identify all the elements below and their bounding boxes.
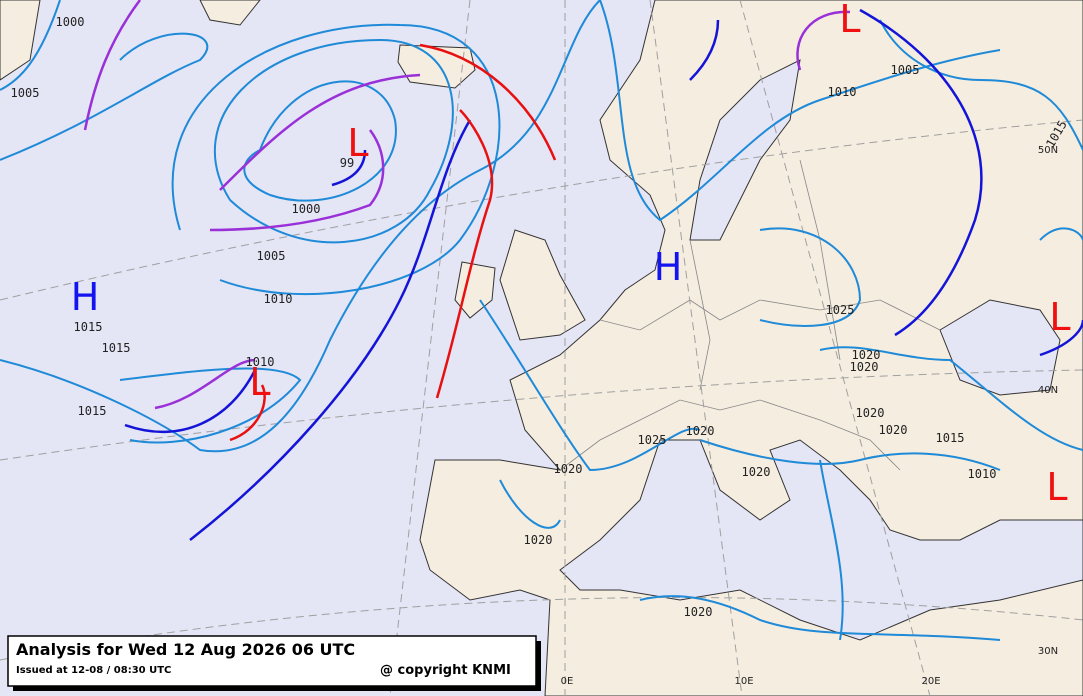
isobar-label: 1020: [554, 462, 583, 476]
isobar-label: 1020: [524, 533, 553, 547]
isobar-label: 1015: [78, 404, 107, 418]
high-center: H: [654, 245, 683, 289]
isobar-label: 1005: [891, 63, 920, 77]
low-center: L: [839, 0, 860, 41]
low-center: L: [1046, 465, 1067, 509]
isobar-label: 1020: [856, 406, 885, 420]
grid-labels: 50N 40N 30N 0E 10E 20E: [561, 145, 1058, 687]
isobar-label: 1020: [684, 605, 713, 619]
isobar-label: 1020: [850, 360, 879, 374]
low-center: L: [1049, 295, 1070, 339]
isobar-label: 99: [340, 156, 354, 170]
title-box: [7, 635, 537, 687]
title: Analysis for Wed 12 Aug 2026 06 UTC: [16, 640, 355, 659]
latitude-label: 30N: [1038, 646, 1058, 657]
copyright: @ copyright KNMI: [380, 663, 511, 678]
pressure-centers: L L L L L H H: [71, 0, 1071, 509]
isobar-label: 1005: [11, 86, 40, 100]
isobar-label: 1010: [968, 467, 997, 481]
isobar-label: 1010: [264, 292, 293, 306]
isobar-label: 1015: [102, 341, 131, 355]
high-center: H: [71, 275, 100, 319]
latitude-label: 50N: [1038, 145, 1058, 156]
isobar-label: 1020: [686, 424, 715, 438]
isobar-label: 1000: [292, 202, 321, 216]
longitude-label: 0E: [561, 676, 574, 687]
isobar-label: 1015: [936, 431, 965, 445]
isobar-label: 1015: [74, 320, 103, 334]
isobar-label: 1025: [826, 303, 855, 317]
isobar-label: 1000: [56, 15, 85, 29]
isobar-label: 1025: [638, 433, 667, 447]
isobar-label: 1020: [879, 423, 908, 437]
longitude-label: 20E: [921, 676, 940, 687]
isobar-label: 1005: [257, 249, 286, 263]
latitude-label: 40N: [1038, 385, 1058, 396]
isobar-label: 1010: [246, 355, 275, 369]
issued: Issued at 12-08 / 08:30 UTC: [16, 665, 171, 676]
fronts: [83, 0, 1083, 541]
isobar-label: 1010: [828, 85, 857, 99]
isobar-label: 1020: [742, 465, 771, 479]
borders: [559, 159, 941, 471]
low-center: L: [249, 360, 270, 404]
longitude-label: 10E: [734, 676, 753, 687]
isobar-label: 1020: [852, 348, 881, 362]
low-center: L: [347, 121, 368, 165]
isobars: [0, 0, 1083, 641]
